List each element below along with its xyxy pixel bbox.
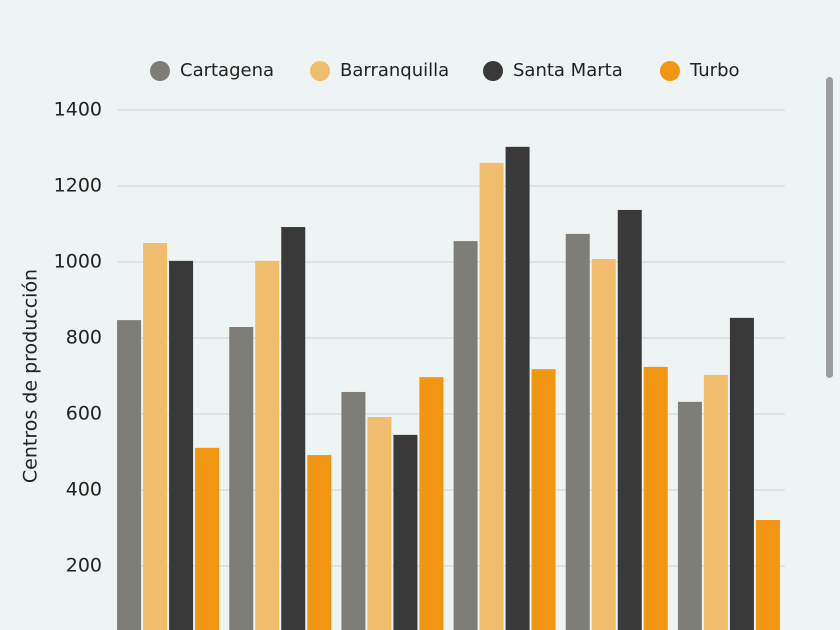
bar bbox=[169, 260, 194, 630]
legend-label: Barranquilla bbox=[340, 60, 449, 81]
bar bbox=[643, 366, 668, 630]
bar bbox=[591, 258, 616, 630]
legend-marker bbox=[150, 61, 170, 81]
y-tick-label: 200 bbox=[66, 555, 102, 577]
bar bbox=[617, 209, 642, 630]
bar bbox=[143, 243, 168, 630]
y-tick-label: 400 bbox=[66, 479, 102, 501]
bar bbox=[419, 377, 444, 630]
bar bbox=[307, 455, 332, 630]
legend-label: Santa Marta bbox=[513, 60, 623, 81]
scrollbar[interactable] bbox=[826, 77, 833, 378]
bar bbox=[755, 520, 780, 630]
bar bbox=[479, 162, 504, 630]
bar bbox=[255, 260, 280, 630]
y-axis-label: Centros de producción bbox=[20, 269, 42, 483]
y-tick-label: 800 bbox=[66, 327, 102, 349]
bar bbox=[703, 374, 728, 630]
y-tick-label: 1000 bbox=[54, 251, 102, 273]
bar bbox=[281, 227, 306, 630]
bar bbox=[341, 391, 366, 630]
legend-label: Turbo bbox=[689, 60, 740, 81]
bar bbox=[229, 326, 254, 630]
legend-marker bbox=[660, 61, 680, 81]
bar bbox=[117, 320, 142, 630]
y-tick-label: 1400 bbox=[54, 99, 102, 121]
y-tick-label: 600 bbox=[66, 403, 102, 425]
bar bbox=[393, 434, 418, 630]
bar bbox=[677, 401, 702, 630]
legend-marker bbox=[310, 61, 330, 81]
bar bbox=[531, 369, 556, 630]
bar bbox=[565, 233, 590, 630]
legend-marker bbox=[483, 61, 503, 81]
legend-label: Cartagena bbox=[180, 60, 274, 81]
bar bbox=[729, 317, 754, 630]
bar bbox=[367, 417, 392, 630]
bar bbox=[505, 146, 530, 630]
bar bbox=[195, 447, 220, 630]
bar bbox=[453, 241, 478, 630]
y-tick-label: 1200 bbox=[54, 175, 102, 197]
